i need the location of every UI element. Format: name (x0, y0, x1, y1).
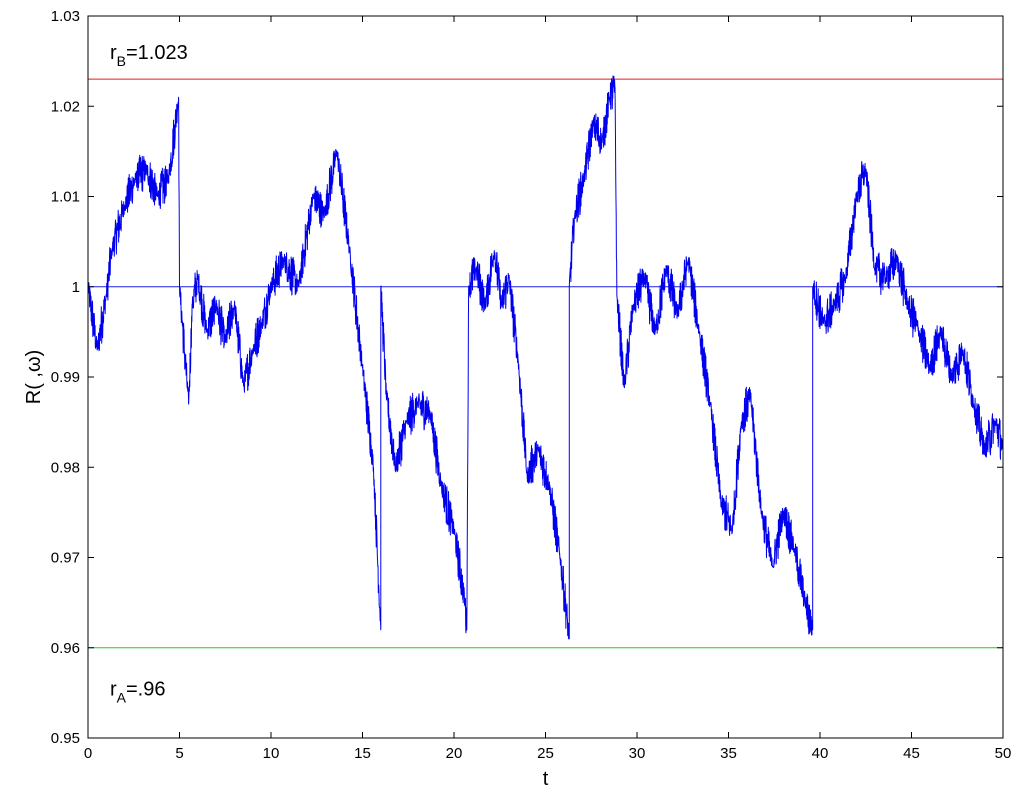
axes-box (88, 16, 1003, 738)
y-tick-label: 1.03 (51, 8, 80, 25)
y-tick-label: 1 (72, 279, 80, 296)
annotation-r-b-subscript: B (117, 53, 126, 69)
y-tick-label: 0.99 (51, 369, 80, 386)
y-tick-label: 1.02 (51, 98, 80, 115)
x-tick-label: 40 (812, 745, 829, 762)
y-axis-title: R( ,ω) (23, 350, 45, 405)
x-tick-label: 30 (629, 745, 646, 762)
reference-lines (88, 78, 1003, 649)
x-tick-label: 50 (995, 745, 1012, 762)
y-tick-label: 0.97 (51, 550, 80, 567)
series-layer (87, 75, 1004, 640)
y-tick-label: 0.98 (51, 459, 80, 476)
annotation-r-a-symbol: r (110, 678, 117, 700)
x-axis-title: t (543, 768, 549, 790)
x-tick-label: 35 (720, 745, 737, 762)
annotation-r-a: rA=.96 (110, 678, 165, 705)
x-tick-label: 20 (446, 745, 463, 762)
y-axis-ticks: 0.95 0.96 0.97 0.98 0.99 1 1.01 1.02 1.03 (51, 8, 1003, 747)
y-tick-label: 0.96 (51, 640, 80, 657)
annotation-r-b-value: =1.023 (126, 42, 188, 64)
x-tick-label: 10 (263, 745, 280, 762)
annotation-r-b-symbol: r (110, 42, 117, 64)
x-axis-ticks: 0 5 10 15 20 25 30 35 40 45 50 (84, 16, 1012, 762)
y-tick-label: 0.95 (51, 730, 80, 747)
x-tick-label: 5 (175, 745, 183, 762)
y-tick-label: 1.01 (51, 189, 80, 206)
x-tick-label: 45 (903, 745, 920, 762)
series-line-0 (87, 75, 1004, 640)
annotation-r-a-value: =.96 (126, 678, 165, 700)
annotation-r-a-subscript: A (117, 689, 127, 705)
annotation-r-b: rB=1.023 (110, 42, 188, 69)
x-tick-label: 0 (84, 745, 92, 762)
x-tick-label: 15 (354, 745, 371, 762)
x-tick-label: 25 (537, 745, 554, 762)
plot-area: 0 5 10 15 20 25 30 35 40 45 50 0.950.960.970.980.9… (51, 8, 1012, 762)
